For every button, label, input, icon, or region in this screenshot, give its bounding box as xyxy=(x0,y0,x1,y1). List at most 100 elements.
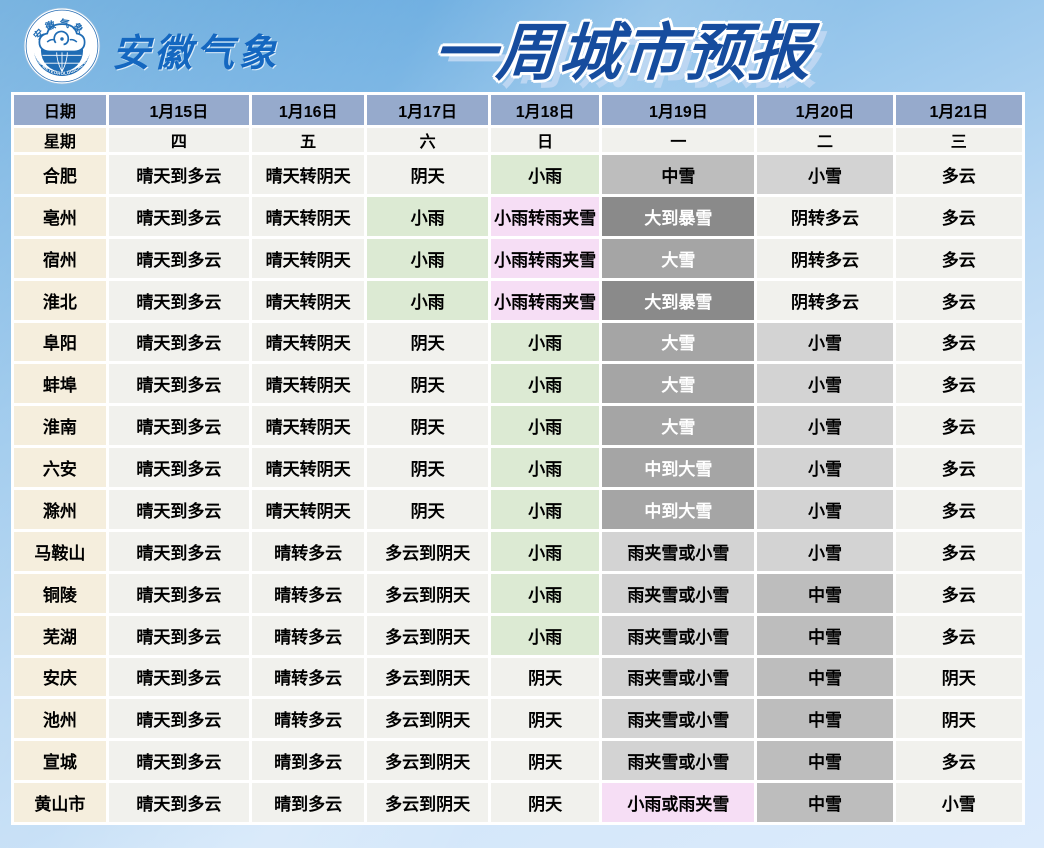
city-label: 蚌埠 xyxy=(14,364,106,404)
weather-cell: 小雨 xyxy=(490,573,600,613)
weather-cell: 多云 xyxy=(895,406,1022,446)
weather-cell: 多云到阴天 xyxy=(367,531,488,571)
weather-cell: 阴天 xyxy=(367,322,488,362)
weather-cell: 小雨 xyxy=(490,615,600,655)
weather-cell: 晴天到多云 xyxy=(108,406,249,446)
weather-cell: 中雪 xyxy=(757,573,893,613)
weather-cell: 中雪 xyxy=(602,155,755,194)
weather-cell: 小雪 xyxy=(757,406,893,446)
table-row: 安庆 晴天到多云 晴转多云 多云到阴天 阴天 雨夹雪或小雪 中雪 阴天 xyxy=(14,657,1022,697)
weather-cell: 晴天到多云 xyxy=(108,741,249,781)
weather-cell: 晴转多云 xyxy=(251,573,365,613)
weather-cell: 小雨 xyxy=(367,196,488,236)
weather-cell: 多云到阴天 xyxy=(367,573,488,613)
weather-cell: 多云到阴天 xyxy=(367,657,488,697)
weather-cell: 多云 xyxy=(895,741,1022,781)
weather-cell: 晴天转阴天 xyxy=(251,448,365,487)
date-cell: 1月15日 xyxy=(108,95,249,125)
weather-cell: 小雨 xyxy=(490,322,600,362)
weather-cell: 晴天到多云 xyxy=(108,783,249,822)
weather-cell: 雨夹雪或小雪 xyxy=(602,615,755,655)
weather-cell: 小雨 xyxy=(367,280,488,320)
weather-cell: 晴天到多云 xyxy=(108,448,249,487)
weather-cell: 雨夹雪或小雪 xyxy=(602,657,755,697)
weather-cell: 多云 xyxy=(895,155,1022,194)
table-row: 池州 晴天到多云 晴转多云 多云到阴天 阴天 雨夹雪或小雪 中雪 阴天 xyxy=(14,699,1022,739)
weather-cell: 晴天到多云 xyxy=(108,196,249,236)
weather-cell: 中雪 xyxy=(757,741,893,781)
weather-cell: 晴天到多云 xyxy=(108,280,249,320)
city-label: 淮南 xyxy=(14,406,106,446)
weather-cell: 小雪 xyxy=(895,783,1022,822)
weather-cell: 晴转多云 xyxy=(251,531,365,571)
weather-cell: 阴天 xyxy=(367,490,488,529)
date-cell: 1月19日 xyxy=(602,95,755,125)
weather-cell: 多云到阴天 xyxy=(367,783,488,822)
anhui-meteorological-bureau-logo: 安徽气象 ANHUI METEOROLOGICAL BUREAU xyxy=(23,7,101,85)
weather-cell: 大雪 xyxy=(602,406,755,446)
weather-cell: 阴天 xyxy=(490,783,600,822)
weather-cell: 晴天到多云 xyxy=(108,364,249,404)
weather-cell: 晴天转阴天 xyxy=(251,406,365,446)
weather-cell: 大到暴雪 xyxy=(602,280,755,320)
weather-cell: 阴天 xyxy=(895,657,1022,697)
city-label: 池州 xyxy=(14,699,106,739)
table-row: 阜阳 晴天到多云 晴天转阴天 阴天 小雨 大雪 小雪 多云 xyxy=(14,322,1022,362)
weekday-cell: 五 xyxy=(251,128,365,152)
date-cell: 1月16日 xyxy=(251,95,365,125)
date-cell: 1月17日 xyxy=(367,95,488,125)
weather-cell: 晴天到多云 xyxy=(108,657,249,697)
weather-cell: 小雪 xyxy=(757,448,893,487)
table-row: 宣城 晴天到多云 晴到多云 多云到阴天 阴天 雨夹雪或小雪 中雪 多云 xyxy=(14,741,1022,781)
table-row: 铜陵 晴天到多云 晴转多云 多云到阴天 小雨 雨夹雪或小雪 中雪 多云 xyxy=(14,573,1022,613)
weather-cell: 小雨 xyxy=(490,155,600,194)
weekday-cell: 六 xyxy=(367,128,488,152)
city-label: 铜陵 xyxy=(14,573,106,613)
city-label: 六安 xyxy=(14,448,106,487)
weather-cell: 阴天 xyxy=(367,364,488,404)
weather-cell: 多云 xyxy=(895,238,1022,278)
weather-cell: 多云到阴天 xyxy=(367,741,488,781)
weather-cell: 中雪 xyxy=(757,657,893,697)
weekday-cell: 一 xyxy=(602,128,755,152)
weather-cell: 大雪 xyxy=(602,364,755,404)
weather-cell: 大雪 xyxy=(602,238,755,278)
weather-cell: 多云 xyxy=(895,490,1022,529)
weather-cell: 晴天到多云 xyxy=(108,615,249,655)
table-row: 蚌埠 晴天到多云 晴天转阴天 阴天 小雨 大雪 小雪 多云 xyxy=(14,364,1022,404)
weather-cell: 阴天 xyxy=(367,406,488,446)
table-row: 马鞍山 晴天到多云 晴转多云 多云到阴天 小雨 雨夹雪或小雪 小雪 多云 xyxy=(14,531,1022,571)
weather-cell: 多云到阴天 xyxy=(367,615,488,655)
date-cell: 1月18日 xyxy=(490,95,600,125)
table-row: 淮北 晴天到多云 晴天转阴天 小雨 小雨转雨夹雪 大到暴雪 阴转多云 多云 xyxy=(14,280,1022,320)
weather-cell: 晴天转阴天 xyxy=(251,238,365,278)
weather-cell: 晴转多云 xyxy=(251,657,365,697)
weather-cell: 小雨 xyxy=(490,406,600,446)
city-label: 黄山市 xyxy=(14,783,106,822)
city-label: 芜湖 xyxy=(14,615,106,655)
weather-cell: 晴转多云 xyxy=(251,699,365,739)
weather-cell: 多云 xyxy=(895,448,1022,487)
table-row: 淮南 晴天到多云 晴天转阴天 阴天 小雨 大雪 小雪 多云 xyxy=(14,406,1022,446)
city-label: 安庆 xyxy=(14,657,106,697)
forecast-table-panel: 日期 1月15日 1月16日 1月17日 1月18日 1月19日 1月20日 1月21日 星… xyxy=(11,92,1025,825)
weather-cell: 晴天转阴天 xyxy=(251,322,365,362)
weather-cell: 雨夹雪或小雪 xyxy=(602,531,755,571)
weather-cell: 小雨转雨夹雪 xyxy=(490,196,600,236)
agency-name: 安徽气象 xyxy=(112,33,281,75)
weekday-cell: 三 xyxy=(895,128,1022,152)
city-label: 合肥 xyxy=(14,155,106,194)
week-corner-label: 星期 xyxy=(14,128,106,152)
weather-cell: 小雨或雨夹雪 xyxy=(602,783,755,822)
weather-cell: 中到大雪 xyxy=(602,490,755,529)
weather-cell: 阴转多云 xyxy=(757,196,893,236)
weather-cell: 晴天到多云 xyxy=(108,238,249,278)
weather-cell: 中到大雪 xyxy=(602,448,755,487)
weekday-cell: 四 xyxy=(108,128,249,152)
weather-cell: 晴天转阴天 xyxy=(251,280,365,320)
weather-cell: 多云 xyxy=(895,364,1022,404)
table-row: 黄山市 晴天到多云 晴到多云 多云到阴天 阴天 小雨或雨夹雪 中雪 小雪 xyxy=(14,783,1022,822)
city-label: 阜阳 xyxy=(14,322,106,362)
weather-cell: 晴到多云 xyxy=(251,783,365,822)
